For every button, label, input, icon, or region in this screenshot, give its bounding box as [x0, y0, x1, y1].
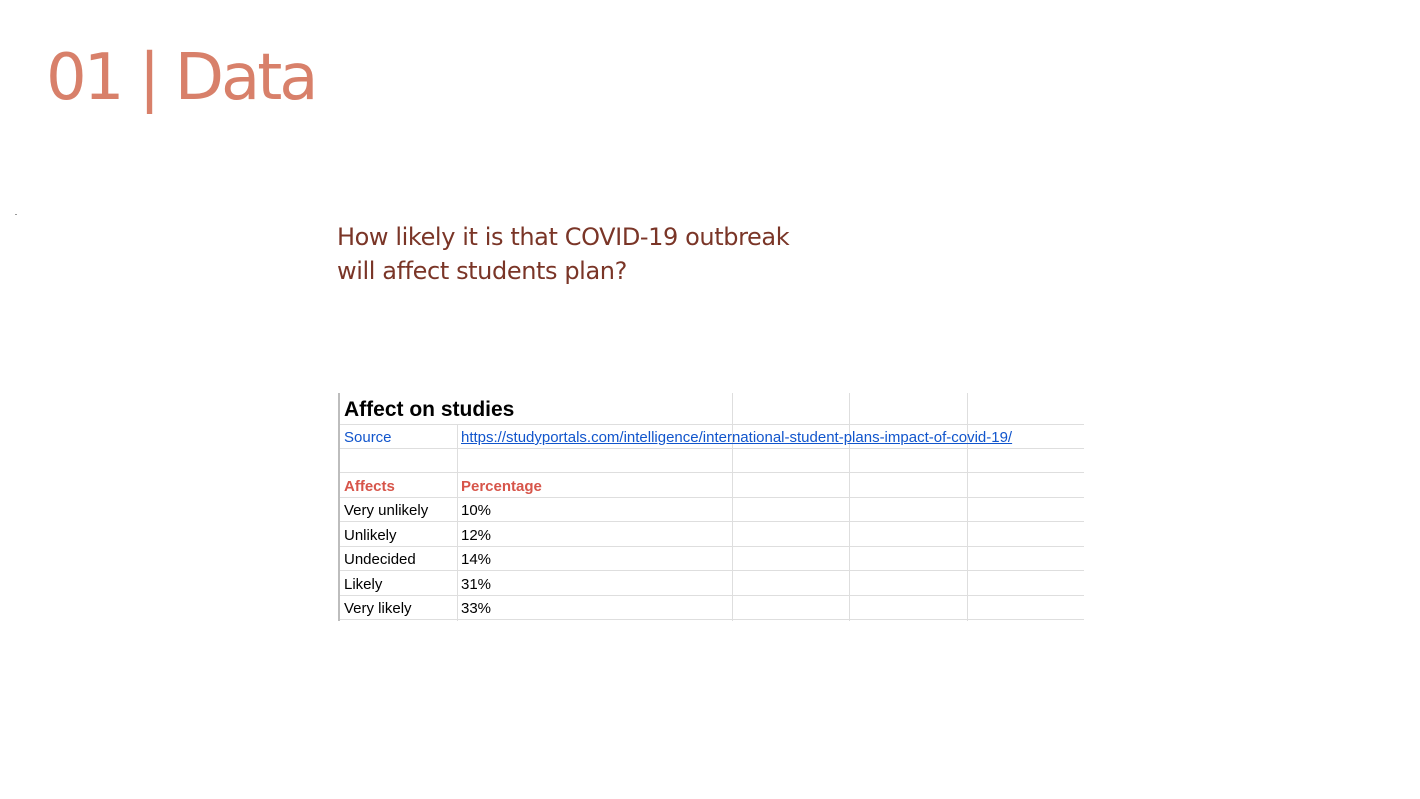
grid-line — [849, 393, 850, 621]
grid-line — [340, 595, 1084, 596]
grid-line — [457, 424, 458, 621]
spreadsheet: Affect on studies Source https://studypo… — [338, 393, 1084, 621]
grid-line — [967, 393, 968, 621]
header-affects: Affects — [344, 478, 395, 495]
question-line-1: How likely it is that COVID-19 outbreak — [337, 223, 790, 251]
source-link[interactable]: https://studyportals.com/intelligence/in… — [461, 429, 1013, 446]
row-affects: Very likely — [344, 600, 412, 617]
grid-line — [340, 546, 1084, 547]
row-percentage: 10% — [461, 502, 492, 519]
page-title: 01 | Data — [46, 41, 318, 115]
question-text: How likely it is that COVID-19 outbreak … — [337, 220, 857, 288]
row-affects: Unlikely — [344, 527, 397, 544]
grid-line — [340, 497, 1084, 498]
row-percentage: 31% — [461, 576, 492, 593]
grid-line — [340, 472, 1084, 473]
grid-line — [340, 619, 1084, 620]
row-percentage: 12% — [461, 527, 492, 544]
grid-line — [340, 521, 1084, 522]
row-affects: Likely — [344, 576, 383, 593]
stray-mark — [15, 214, 17, 215]
sheet-title: Affect on studies — [344, 398, 515, 421]
row-percentage: 33% — [461, 600, 492, 617]
question-line-2: will affect students plan? — [337, 257, 627, 285]
grid-line — [340, 570, 1084, 571]
grid-line — [732, 393, 733, 621]
grid-line — [340, 424, 1084, 425]
row-percentage: 14% — [461, 551, 492, 568]
source-label: Source — [344, 429, 392, 446]
grid-line — [340, 448, 1084, 449]
row-affects: Undecided — [344, 551, 416, 568]
row-affects: Very unlikely — [344, 502, 429, 519]
header-percentage: Percentage — [461, 478, 542, 495]
